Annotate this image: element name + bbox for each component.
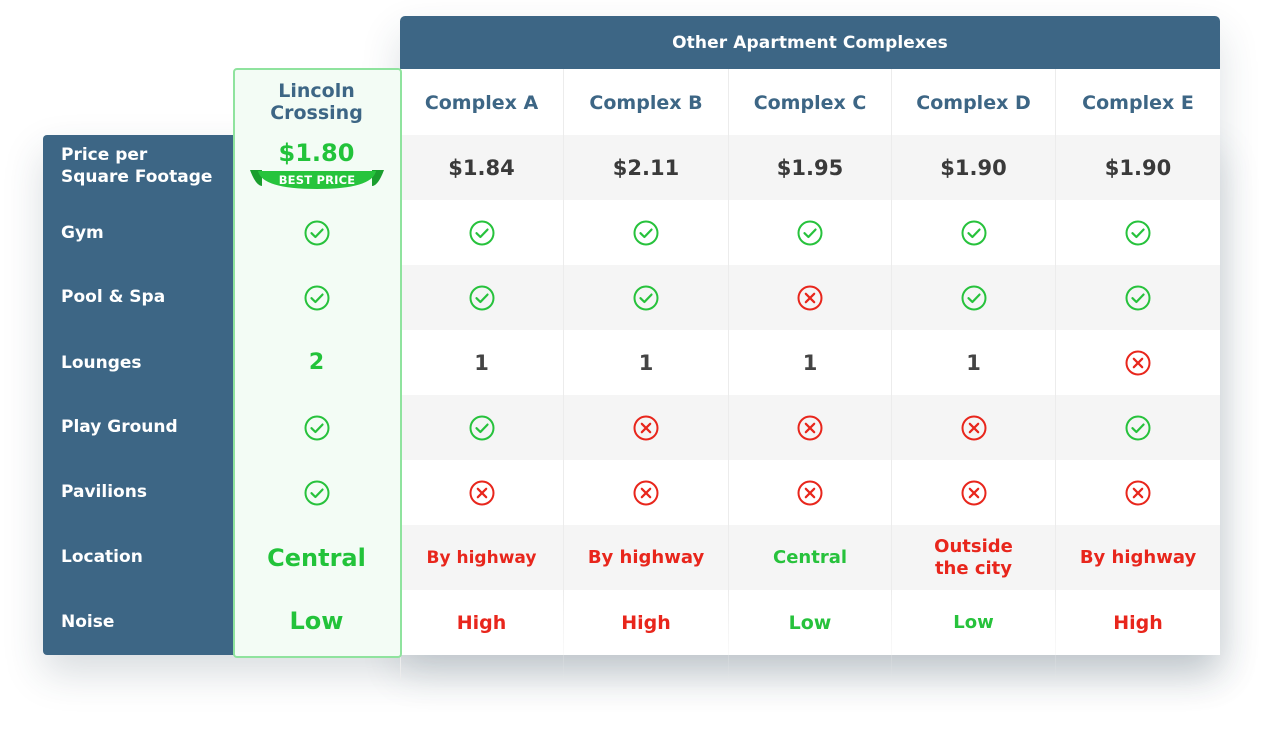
row-stripe [400,135,1220,200]
check-circle-icon [235,265,398,330]
complex-d-price: $1.90 [940,155,1007,180]
x-circle-icon [564,460,728,525]
complex-a-location: By highway [426,547,537,568]
complex-c-location: Central [772,547,848,568]
others-header: Other Apartment Complexes [400,16,1220,69]
best-price-badge: BEST PRICE [250,169,384,191]
others-title: Other Apartment Complexes [672,32,948,53]
check-circle-icon [400,200,563,265]
check-circle-icon [1056,200,1220,265]
row-label-noise: Noise [61,612,115,632]
check-circle-icon [400,265,563,330]
x-circle-icon [1056,330,1220,395]
ribbon-icon [250,170,384,189]
lincoln-lounges: 2 [308,350,325,375]
x-circle-icon [892,460,1055,525]
complex-e-price: $1.90 [1104,155,1172,180]
complex-d-location: Outside the city [934,535,1013,579]
row-label-lounges: Lounges [61,353,142,373]
check-circle-icon [235,200,398,265]
column-divider [400,655,401,681]
check-circle-icon [235,460,398,525]
complex-c-price: $1.95 [776,155,844,180]
complex-b-price: $2.11 [612,155,680,180]
x-circle-icon [729,395,891,460]
complex-a-noise: High [456,611,507,634]
complex-e-noise: High [1113,611,1163,634]
row-label-gym: Gym [61,223,104,243]
column-divider [891,69,892,681]
x-circle-icon [729,460,891,525]
complex-e-location: By highway [1079,547,1197,568]
check-circle-icon [235,395,398,460]
complex-c-lounges: 1 [802,350,818,375]
column-divider [563,69,564,681]
complex-b-location: By highway [587,547,705,568]
x-circle-icon [400,460,563,525]
check-circle-icon [564,265,728,330]
complex-c-noise: Low [788,611,832,634]
row-label-pool: Pool & Spa [61,287,166,307]
row-label-price: Price per Square Footage [61,145,213,187]
row-label-pavilions: Pavilions [61,482,147,502]
check-circle-icon [400,395,563,460]
complex-b-noise: High [621,611,671,634]
row-stripe [400,525,1220,590]
check-circle-icon [564,200,728,265]
complex-d-noise: Low [953,612,994,633]
check-circle-icon [892,200,1055,265]
lincoln-column [233,68,402,658]
check-circle-icon [729,200,891,265]
lincoln-price: $1.80 [278,139,355,167]
complex-a-lounges: 1 [474,350,489,375]
x-circle-icon [1056,460,1220,525]
complex-b-heading: Complex B [589,92,703,114]
complex-e-heading: Complex E [1082,92,1194,114]
column-divider [728,69,729,681]
x-circle-icon [892,395,1055,460]
row-label-panel [43,135,234,655]
complex-b-lounges: 1 [638,350,654,375]
complex-a-heading: Complex A [424,92,539,114]
row-label-location: Location [61,547,143,567]
check-circle-icon [1056,395,1220,460]
complex-a-price: $1.84 [448,155,515,180]
lincoln-location: Central [267,543,366,572]
lincoln-noise: Low [289,607,344,635]
x-circle-icon [564,395,728,460]
check-circle-icon [892,265,1055,330]
column-divider [1055,69,1056,681]
x-circle-icon [729,265,891,330]
complex-d-heading: Complex D [916,92,1031,114]
lincoln-heading: Lincoln Crossing [270,80,363,124]
complex-d-lounges: 1 [966,350,981,375]
row-label-playground: Play Ground [61,417,178,437]
complex-c-heading: Complex C [753,92,867,114]
check-circle-icon [1056,265,1220,330]
